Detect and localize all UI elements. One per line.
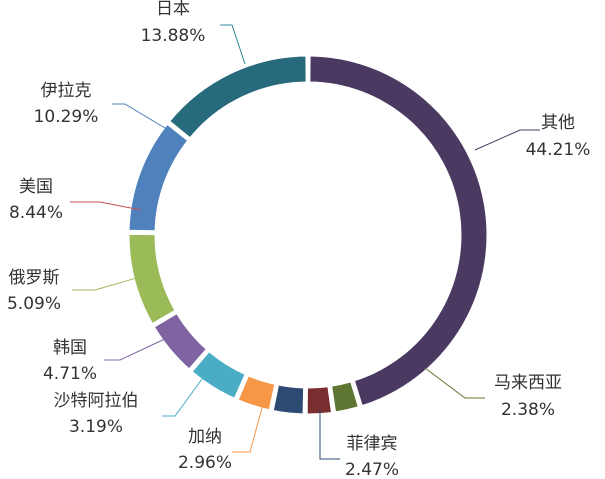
- slice-3-category-label: 加纳: [188, 427, 222, 447]
- slice-labels: 其他 44.21% 马来西亚 2.38% 菲律宾 2.47% 加纳 2.96% 沙特阿拉伯 3.1…: [7, 0, 590, 479]
- slice-4-leader-line: [162, 374, 206, 417]
- slice-6-leader-line: [72, 274, 148, 291]
- slice-4-arc: [234, 372, 278, 413]
- slice-8-leader-line: [112, 103, 166, 129]
- slice-9-arc: [166, 53, 309, 142]
- slice-9-leader-line: [220, 24, 246, 65]
- slice-7-category-label: 美国: [19, 177, 53, 197]
- slice-6-category-label: 俄罗斯: [9, 268, 60, 288]
- slice-7-value-label: 8.44%: [9, 203, 63, 223]
- slice-3-leader-line: [232, 396, 266, 453]
- slice-1-leader-line: [424, 367, 485, 399]
- slice-3-value-label: 2.96%: [178, 453, 232, 473]
- slice-4-value-label: 3.19%: [69, 417, 123, 437]
- slice-1-arc: [328, 378, 362, 415]
- slice-2-leader-line: [319, 410, 340, 460]
- slice-9-value-label: 13.88%: [141, 26, 206, 46]
- slice-8-category-label: 伊拉克: [41, 81, 92, 101]
- slice-6-arc: [151, 310, 210, 373]
- slice-4-category-label: 沙特阿拉伯: [54, 391, 139, 411]
- slice-0-leader-line: [474, 129, 540, 151]
- slice-0-category-label: 其他: [541, 113, 575, 133]
- slice-5-value-label: 4.71%: [43, 364, 97, 384]
- slice-1-category-label: 马来西亚: [494, 373, 562, 393]
- slice-1-value-label: 2.38%: [501, 400, 555, 420]
- slice-5-leader-line: [104, 337, 168, 361]
- slice-7-arc: [126, 231, 179, 327]
- slice-2-arc: [304, 383, 335, 417]
- leader-lines: [70, 24, 540, 460]
- slice-5-category-label: 韩国: [53, 338, 87, 358]
- donut-slices: [126, 53, 490, 417]
- slice-0-value-label: 44.21%: [526, 140, 591, 160]
- slice-9-category-label: 日本: [156, 0, 190, 19]
- slice-8-arc: [126, 120, 192, 234]
- slice-5-arc: [188, 348, 249, 402]
- slice-3-arc: [270, 382, 307, 417]
- slice-2-value-label: 2.47%: [345, 460, 399, 479]
- slice-7-leader-line: [70, 201, 142, 211]
- slice-6-value-label: 5.09%: [7, 294, 61, 314]
- slice-0-arc: [307, 53, 490, 409]
- slice-8-value-label: 10.29%: [34, 107, 99, 127]
- slice-2-category-label: 菲律宾: [347, 434, 398, 454]
